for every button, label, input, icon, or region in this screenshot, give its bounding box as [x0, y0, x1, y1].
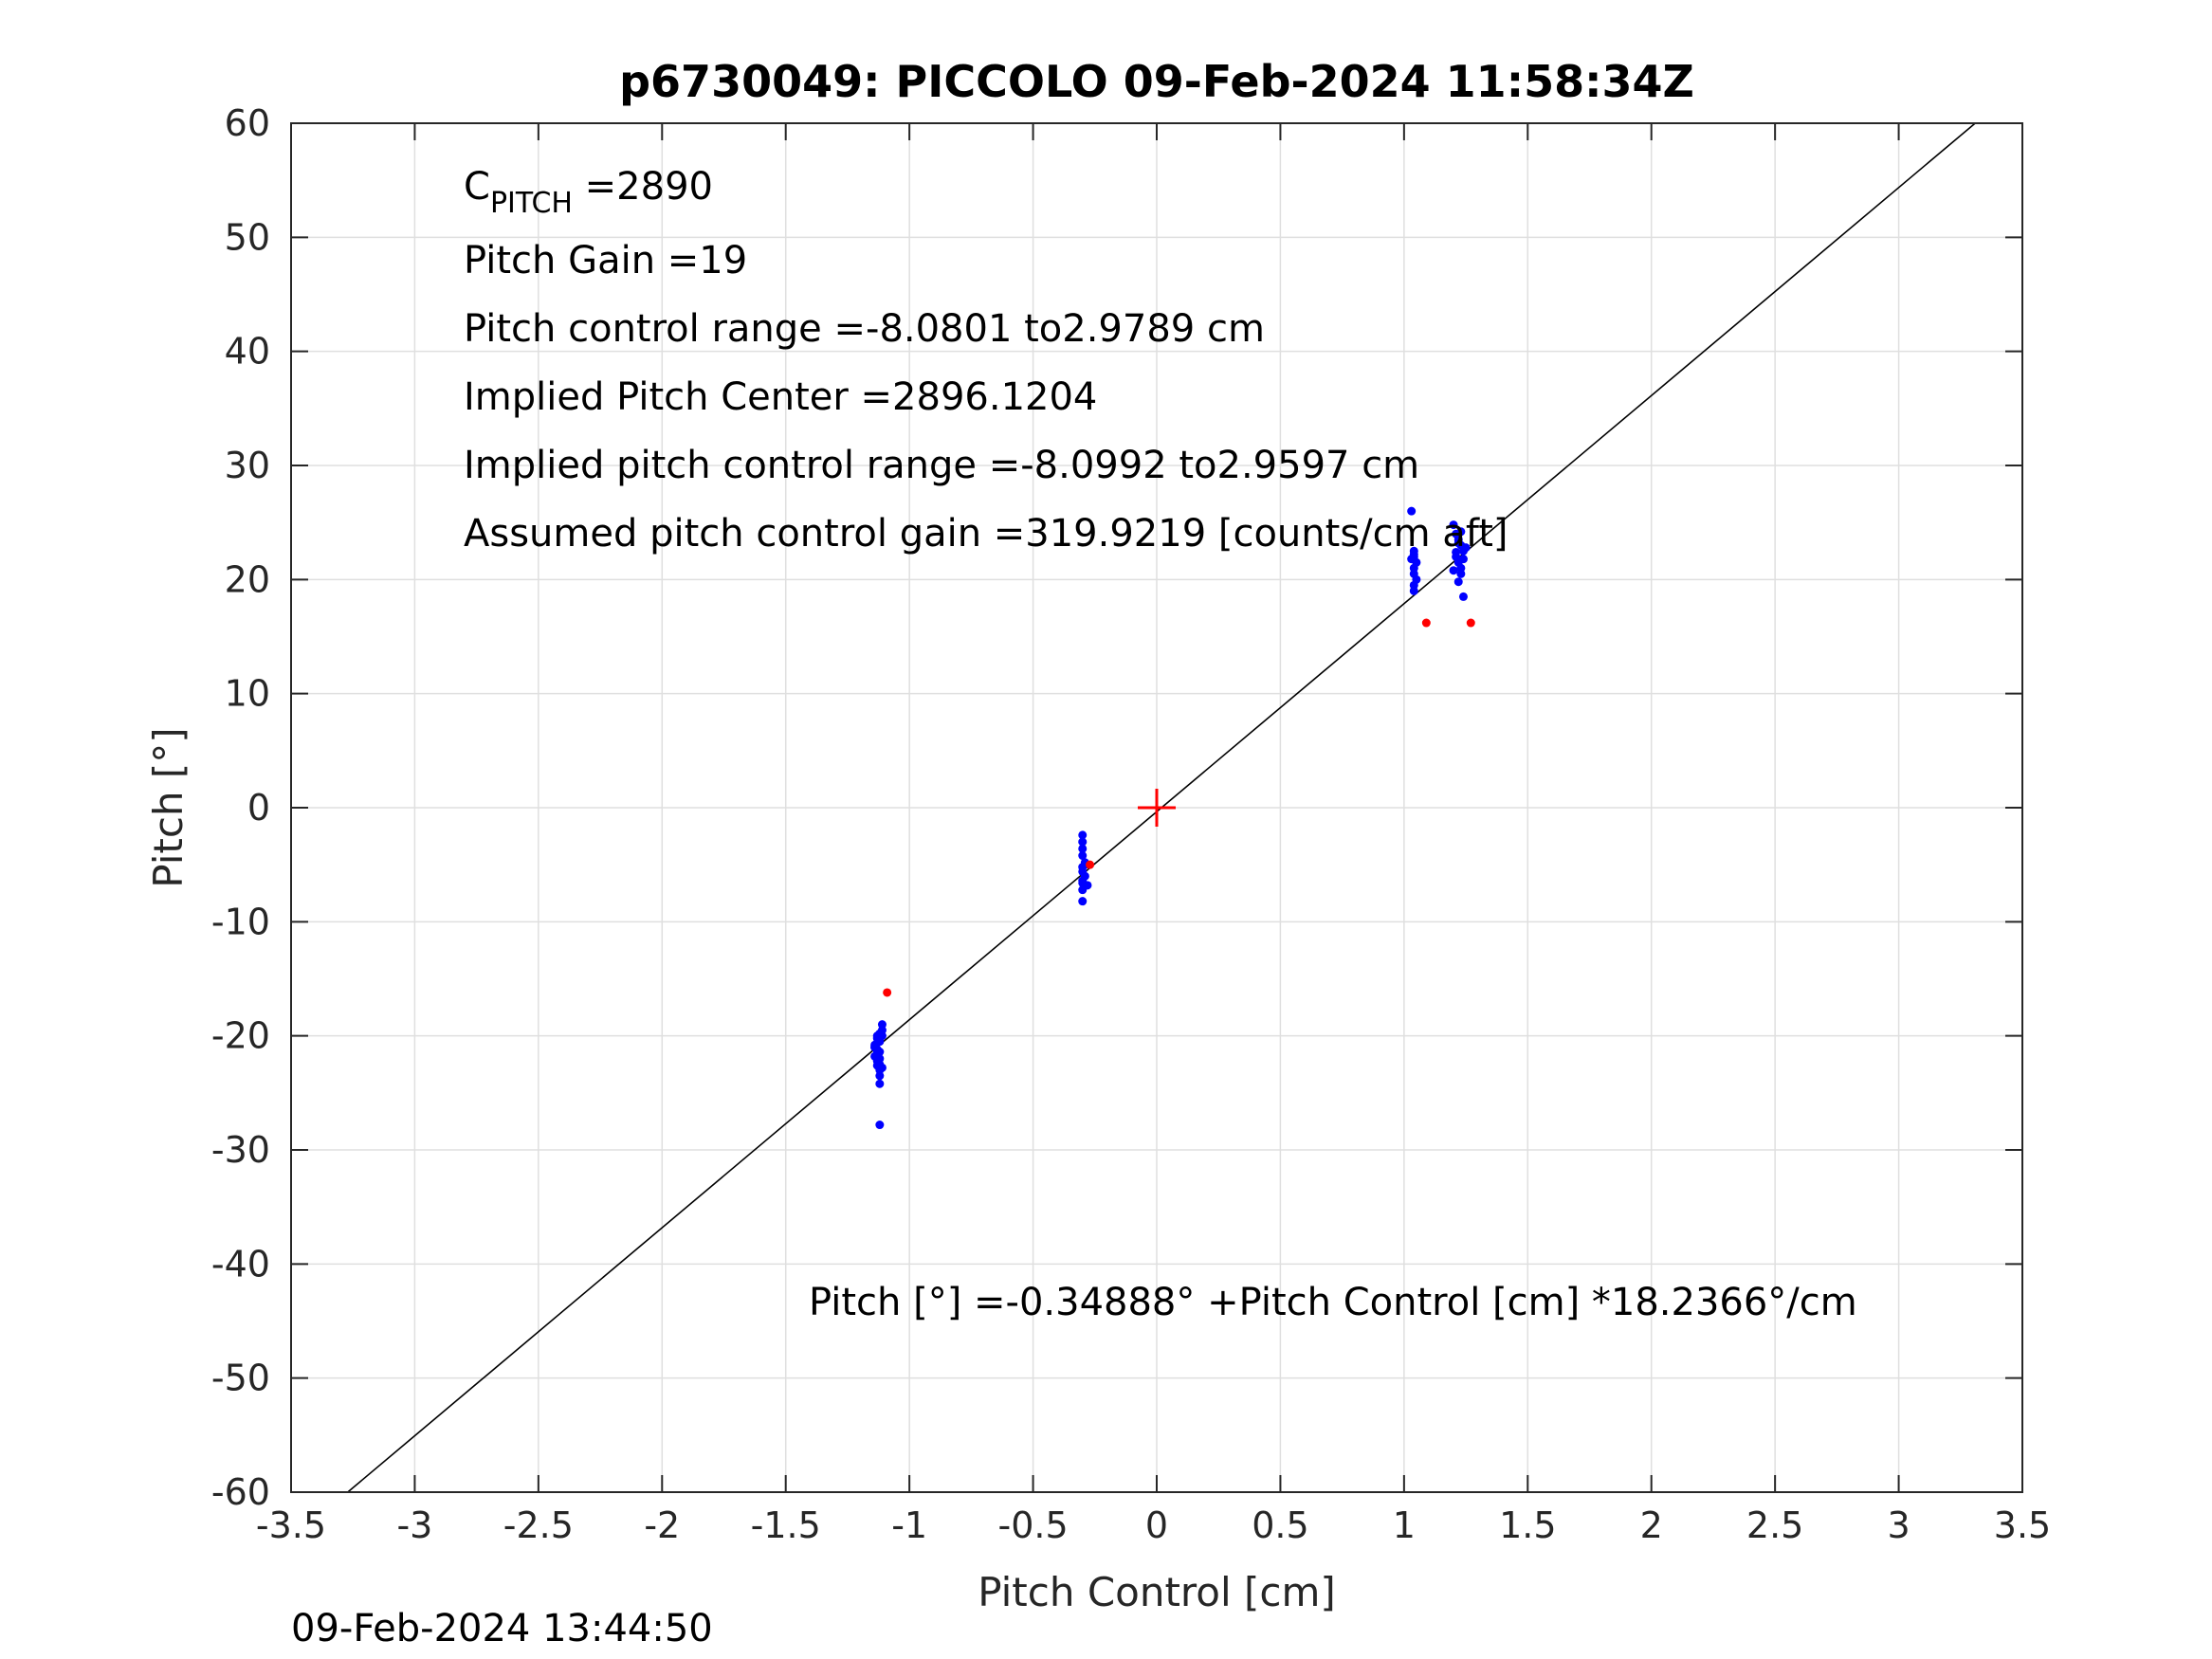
data-point [1078, 885, 1088, 895]
x-tick-label: 3.5 [1994, 1504, 2051, 1546]
fit-equation-annotation: Pitch [°] =-0.34888° +Pitch Control [cm]… [809, 1281, 1857, 1324]
data-point [1409, 550, 1418, 559]
data-point [875, 1121, 885, 1130]
y-tick-label: 60 [225, 102, 270, 144]
data-point [1456, 527, 1466, 537]
data-point [875, 1071, 885, 1081]
x-tick-label: 3 [1887, 1504, 1910, 1546]
x-axis-label: Pitch Control [cm] [978, 1569, 1336, 1615]
outlier-point [883, 988, 892, 997]
data-point [1449, 520, 1458, 530]
cpitch-subscript: PITCH [490, 187, 573, 220]
data-point [1452, 547, 1461, 556]
y-tick-label: -20 [211, 1015, 270, 1057]
cpitch-value: =2890 [573, 165, 713, 209]
data-point [870, 1043, 880, 1052]
footer-timestamp: 09-Feb-2024 13:44:50 [291, 1607, 713, 1650]
data-point [1078, 830, 1088, 840]
data-point [1407, 506, 1417, 516]
y-tick-label: 0 [247, 787, 270, 829]
outlier-point [1086, 860, 1095, 869]
data-point [1453, 577, 1463, 587]
data-point [1078, 844, 1088, 853]
x-tick-label: 1.5 [1499, 1504, 1556, 1546]
chart-title: p6730049: PICCOLO 09-Feb-2024 11:58:34Z [619, 56, 1694, 107]
x-tick-label: -0.5 [997, 1504, 1068, 1546]
data-point [875, 1079, 885, 1088]
data-point [1453, 538, 1463, 548]
y-tick-label: 20 [225, 558, 270, 600]
x-tick-label: -2 [644, 1504, 680, 1546]
outlier-point [1466, 618, 1475, 628]
implied-range-annotation: Implied pitch control range =-8.0992 to2… [464, 444, 1419, 487]
y-axis-label: Pitch [°] [145, 727, 192, 887]
implied-center-annotation: Implied Pitch Center =2896.1204 [464, 375, 1097, 419]
data-point [875, 1029, 885, 1038]
cpitch-base: C [464, 165, 490, 209]
data-point [877, 1020, 887, 1030]
cpitch-annotation: CPITCH =2890 [464, 165, 713, 220]
y-tick-label: -60 [211, 1471, 270, 1513]
x-tick-label: 1 [1393, 1504, 1416, 1546]
x-tick-label: -2.5 [503, 1504, 574, 1546]
data-point [1409, 586, 1418, 595]
data-point [1078, 851, 1088, 861]
data-point [1456, 569, 1466, 578]
y-tick-label: 40 [225, 331, 270, 373]
center-crosshair-marker [1138, 789, 1176, 827]
x-tick-label: -3.5 [256, 1504, 326, 1546]
y-tick-label: -30 [211, 1129, 270, 1171]
x-tick-label: 2.5 [1746, 1504, 1803, 1546]
x-tick-label: -1.5 [751, 1504, 821, 1546]
assumed-gain-annotation: Assumed pitch control gain =319.9219 [co… [464, 512, 1508, 556]
ticks: -3.5 -3 -2.5 -2 -1.5 -1 -0.5 0 0.5 1 1.5 2 2.5 3 3.5 -6… [211, 102, 2051, 1546]
x-tick-label: -1 [891, 1504, 927, 1546]
y-tick-label: -40 [211, 1243, 270, 1285]
data-point [1449, 566, 1458, 575]
y-tick-label: 10 [225, 673, 270, 715]
pitch-gain-annotation: Pitch Gain =19 [464, 239, 747, 283]
x-tick-label: 0 [1145, 1504, 1168, 1546]
y-tick-label: -10 [211, 901, 270, 942]
data-point [1078, 897, 1088, 906]
y-tick-label: 30 [225, 445, 270, 486]
x-tick-label: -3 [396, 1504, 432, 1546]
data-layer [346, 123, 1977, 1492]
y-tick-label: 50 [225, 216, 270, 258]
control-range-annotation: Pitch control range =-8.0801 to2.9789 cm [464, 307, 1265, 351]
data-point [1458, 555, 1468, 564]
data-point [1078, 878, 1088, 887]
x-tick-label: 0.5 [1252, 1504, 1308, 1546]
x-tick-label: 2 [1640, 1504, 1663, 1546]
outlier-point [1421, 618, 1431, 628]
data-point [872, 1061, 882, 1070]
data-point [1078, 837, 1088, 847]
data-point [1458, 592, 1468, 601]
y-tick-label: -50 [211, 1358, 270, 1399]
data-point [1461, 543, 1471, 553]
